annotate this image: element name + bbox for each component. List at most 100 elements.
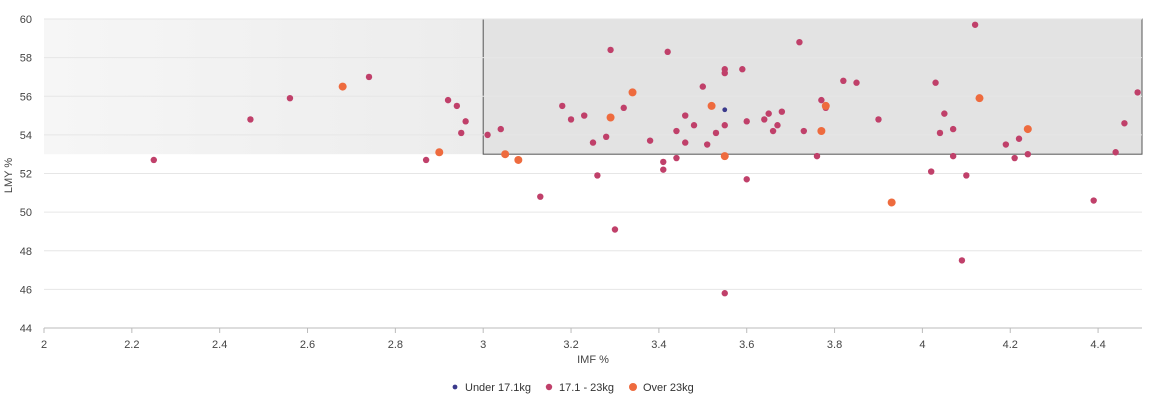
point-series2-43 xyxy=(769,127,777,135)
x-tick-label-2.8: 2.8 xyxy=(388,339,403,351)
point-series1-1 xyxy=(722,107,728,113)
point-series2-36 xyxy=(721,122,728,129)
y-tick-label-48: 48 xyxy=(20,246,32,258)
target-regions xyxy=(44,18,1143,155)
point-series2-15 xyxy=(581,112,588,119)
legend-label-1: Under 17.1kg xyxy=(465,382,531,394)
target-region-2 xyxy=(482,18,1143,155)
point-series3-11 xyxy=(887,198,896,207)
point-series2-7 xyxy=(453,102,461,110)
x-tick-label-3: 3 xyxy=(480,339,486,351)
point-series2-65 xyxy=(1015,135,1023,142)
x-tick-label-3.6: 3.6 xyxy=(739,339,754,351)
point-series2-24 xyxy=(660,166,667,173)
point-series2-19 xyxy=(607,46,614,54)
point-series2-46 xyxy=(796,38,803,46)
legend-marker-2 xyxy=(545,383,553,391)
point-series2-63 xyxy=(1002,141,1010,148)
point-series2-30 xyxy=(690,122,698,129)
point-series2-21 xyxy=(620,104,627,112)
point-series2-17 xyxy=(594,172,601,179)
target-region-1 xyxy=(44,19,484,155)
point-series2-66 xyxy=(1024,150,1032,158)
point-series3-1 xyxy=(338,82,347,91)
point-series3-8 xyxy=(720,152,729,161)
point-series2-2 xyxy=(247,116,254,123)
point-series2-27 xyxy=(673,154,680,162)
y-axis-title: LMY % xyxy=(3,158,15,193)
point-series3-2 xyxy=(435,148,444,157)
point-series2-25 xyxy=(664,48,671,56)
point-series2-51 xyxy=(840,77,847,85)
point-series2-35 xyxy=(721,69,728,77)
x-axis-title: IMF % xyxy=(577,354,609,366)
point-series2-54 xyxy=(927,168,935,175)
point-series2-68 xyxy=(1112,149,1119,156)
point-series2-22 xyxy=(646,137,654,144)
point-series2-39 xyxy=(743,118,750,125)
legend: Under 17.1kg 17.1 - 23kg Over 23kg xyxy=(452,382,694,394)
point-series2-3 xyxy=(286,94,294,102)
point-series2-28 xyxy=(682,112,689,119)
point-series3-12 xyxy=(975,94,984,103)
y-axis-ticks: 44 46 48 50 52 54 56 58 60 xyxy=(20,14,32,335)
data-points xyxy=(150,21,1141,297)
point-series2-29 xyxy=(682,139,689,146)
point-series3-13 xyxy=(1023,125,1032,134)
point-series2-45 xyxy=(778,108,786,115)
x-tick-label-4.4: 4.4 xyxy=(1090,339,1105,351)
point-series2-47 xyxy=(800,127,808,135)
point-series2-18 xyxy=(602,133,610,141)
point-series2-64 xyxy=(1011,154,1018,162)
point-series3-3 xyxy=(501,150,510,159)
point-series3-6 xyxy=(628,88,637,97)
y-tick-label-58: 58 xyxy=(20,53,32,65)
point-series2-8 xyxy=(458,129,465,137)
point-series2-57 xyxy=(941,110,948,117)
point-series2-10 xyxy=(484,131,491,139)
point-series2-33 xyxy=(712,129,720,137)
point-series2-4 xyxy=(365,73,373,81)
point-series2-59 xyxy=(949,125,957,133)
y-tick-label-46: 46 xyxy=(20,284,32,296)
gridlines xyxy=(44,18,1142,329)
point-series2-6 xyxy=(444,96,452,104)
point-series2-62 xyxy=(971,21,979,28)
point-series2-23 xyxy=(660,158,667,166)
point-series2-20 xyxy=(611,226,619,233)
point-series2-37 xyxy=(721,290,728,297)
point-series2-52 xyxy=(853,79,860,86)
x-tick-label-2.4: 2.4 xyxy=(212,339,227,351)
point-series2-58 xyxy=(949,152,957,160)
point-series2-40 xyxy=(743,176,750,183)
x-tick-label-2.2: 2.2 xyxy=(124,339,139,351)
point-series2-49 xyxy=(818,96,825,104)
point-series2-31 xyxy=(699,83,706,90)
y-tick-label-52: 52 xyxy=(20,169,32,181)
x-tick-label-2: 2 xyxy=(41,339,47,351)
point-series2-53 xyxy=(875,116,882,123)
point-series2-56 xyxy=(936,129,944,137)
x-tick-label-3.2: 3.2 xyxy=(563,339,578,351)
point-series2-42 xyxy=(765,110,772,117)
x-tick-label-2.6: 2.6 xyxy=(300,339,315,351)
point-series2-14 xyxy=(567,116,575,123)
y-tick-label-54: 54 xyxy=(20,130,32,142)
point-series2-41 xyxy=(761,116,768,123)
point-series2-38 xyxy=(739,66,746,73)
point-series2-11 xyxy=(497,125,504,133)
legend-marker-1 xyxy=(452,384,458,390)
x-tick-label-4.2: 4.2 xyxy=(1003,339,1018,351)
point-series2-12 xyxy=(537,193,544,200)
point-series2-32 xyxy=(703,141,711,148)
x-axis-ticks: 2 2.2 2.4 2.6 2.8 3 3.2 3.4 3.6 3.8 4 4.2 4.4 xyxy=(41,328,1106,351)
point-series3-4 xyxy=(514,155,523,164)
point-series2-70 xyxy=(1134,89,1141,96)
y-tick-label-60: 60 xyxy=(20,14,32,26)
point-series2-16 xyxy=(589,139,597,146)
x-tick-label-3.4: 3.4 xyxy=(651,339,666,351)
x-tick-label-3.8: 3.8 xyxy=(827,339,842,351)
point-series2-48 xyxy=(813,152,821,160)
point-series2-13 xyxy=(559,102,566,110)
